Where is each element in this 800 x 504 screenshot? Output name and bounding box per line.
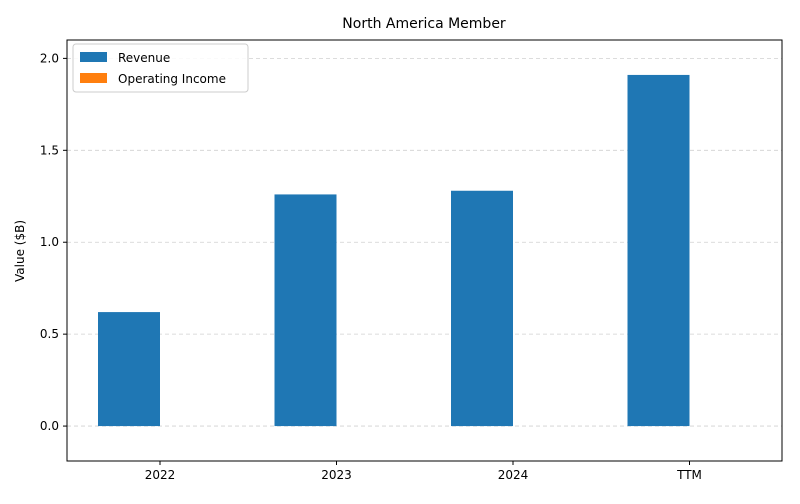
x-tick-label: 2022 bbox=[145, 468, 176, 482]
legend-box bbox=[72, 43, 249, 93]
x-tick-label: 2024 bbox=[498, 468, 529, 482]
x-tick-label: TTM bbox=[676, 468, 702, 482]
legend-swatch bbox=[80, 73, 107, 83]
x-tick-label: 2023 bbox=[321, 468, 352, 482]
plot-frame bbox=[66, 39, 783, 462]
y-tick-label: 1.0 bbox=[40, 235, 59, 249]
y-axis-ticks: 0.0 0.5 1.0 1.5 2.0 bbox=[40, 51, 67, 433]
chart-title: North America Member bbox=[342, 16, 506, 32]
y-axis-label: Value ($B) bbox=[13, 220, 27, 282]
y-tick-label: 2.0 bbox=[40, 51, 59, 65]
bars-group bbox=[98, 74, 690, 427]
legend-swatch bbox=[80, 52, 107, 62]
y-tick-label: 1.5 bbox=[40, 143, 59, 157]
x-axis-ticks: 2022 2023 2024 TTM bbox=[145, 461, 702, 482]
bar-revenue bbox=[451, 190, 513, 427]
legend: Revenue Operating Income bbox=[72, 43, 249, 93]
y-tick-label: 0.5 bbox=[40, 327, 59, 341]
y-tick-label: 0.0 bbox=[40, 419, 59, 433]
legend-label: Revenue bbox=[118, 51, 170, 65]
bar-revenue bbox=[98, 312, 160, 427]
bar-revenue bbox=[274, 194, 337, 427]
legend-label: Operating Income bbox=[118, 72, 226, 86]
bar-revenue bbox=[627, 74, 690, 427]
